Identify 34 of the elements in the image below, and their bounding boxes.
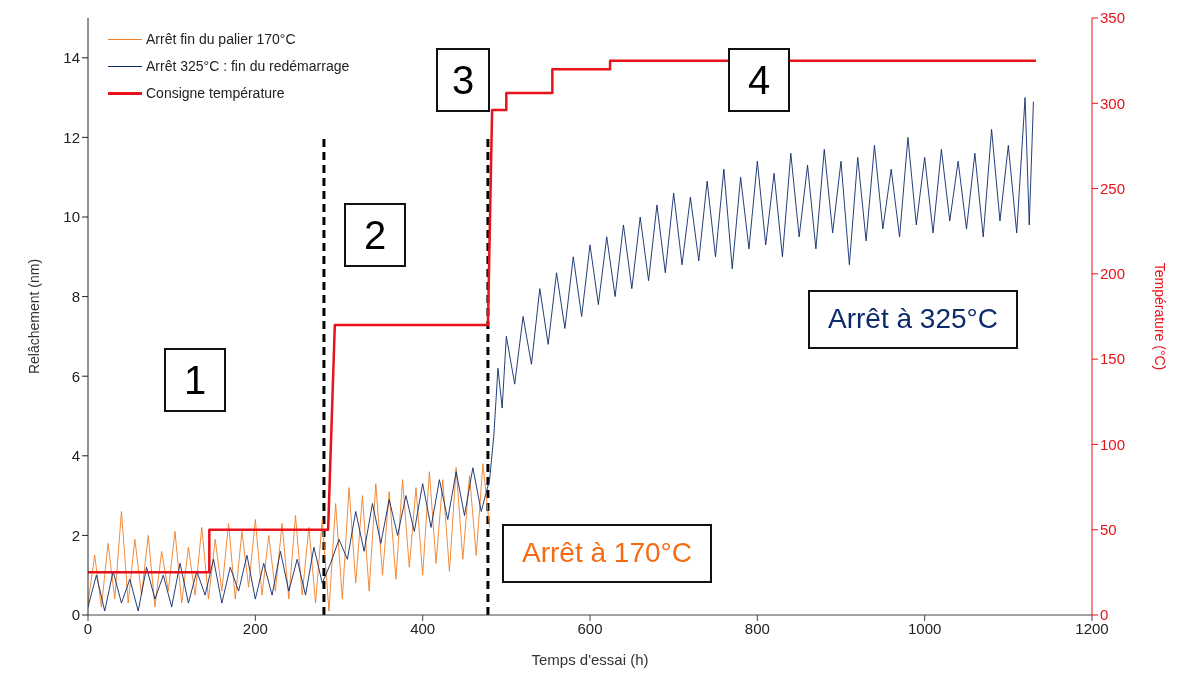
y2-tick-label: 150: [1100, 350, 1126, 368]
y-tick-label: 8: [71, 287, 80, 305]
x-tick-label: 0: [83, 619, 93, 637]
y-tick-label: 14: [63, 49, 80, 67]
x-tick-label: 1000: [907, 619, 942, 637]
line-series: [88, 463, 491, 612]
y2-tick-label: 300: [1100, 94, 1126, 112]
y2-tick-label: 350: [1100, 9, 1126, 27]
x-tick-label: 400: [410, 619, 436, 637]
legend-label: Arrêt 325°C : fin du redémarrage: [146, 57, 350, 76]
annotation: 4: [728, 48, 791, 112]
annotation: 2: [344, 203, 407, 267]
y2-tick-label: 200: [1100, 265, 1126, 283]
x-tick-label: 800: [744, 619, 770, 637]
x-tick-label: 200: [242, 619, 268, 637]
y2-tick-label: 100: [1100, 435, 1126, 453]
annotation: Arrêt à 325°C: [808, 290, 1018, 349]
y-tick-label: 6: [71, 367, 80, 385]
y2-tick-label: 50: [1100, 521, 1117, 539]
y2-tick-label: 250: [1100, 179, 1126, 197]
y-tick-label: 4: [71, 447, 80, 465]
annotation: Arrêt à 170°C: [502, 524, 712, 583]
annotation: 1: [164, 348, 227, 412]
x-tick-label: 600: [577, 619, 603, 637]
annotation: 3: [436, 48, 491, 112]
y2-axis-title: Température (°C): [1152, 262, 1169, 371]
legend-label: Arrêt fin du palier 170°C: [146, 30, 296, 49]
y-tick-label: 10: [63, 208, 80, 226]
legend-label: Consigne température: [146, 84, 285, 103]
y-tick-label: 12: [63, 128, 80, 146]
y-axis-title: Relâchement (nm): [25, 258, 42, 375]
y-tick-label: 2: [71, 526, 80, 544]
x-axis-title: Temps d'essai (h): [531, 651, 649, 668]
y-tick-label: 0: [71, 606, 80, 624]
